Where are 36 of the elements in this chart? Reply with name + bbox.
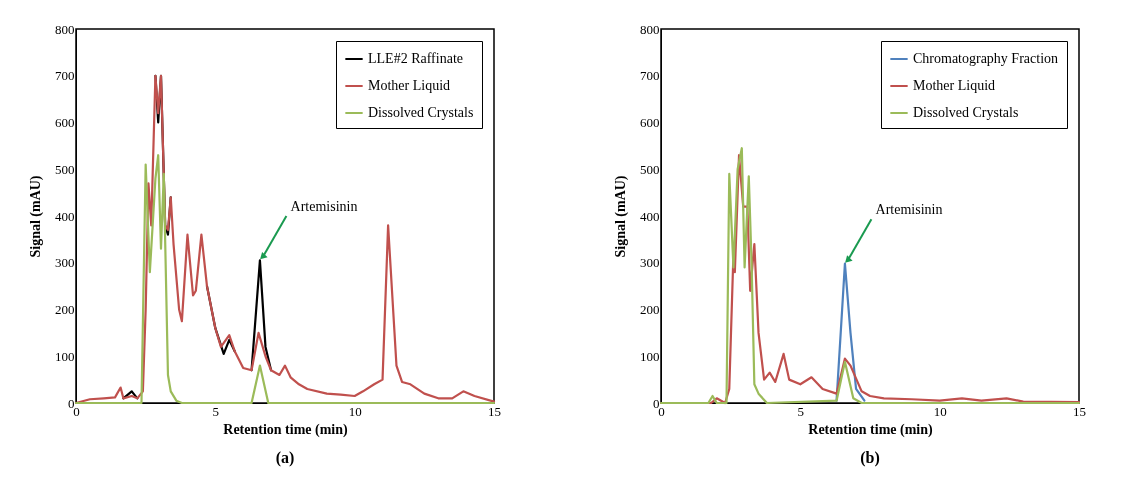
y-tick-label: 700 bbox=[55, 68, 75, 84]
y-tick-label: 400 bbox=[640, 208, 660, 224]
y-tick-label: 700 bbox=[640, 68, 660, 84]
y-tick-label: 200 bbox=[640, 302, 660, 317]
x-tick-label: 15 bbox=[488, 403, 501, 419]
x-tick-label: 15 bbox=[1073, 403, 1086, 419]
y-axis-title: Signal (mAU) bbox=[613, 175, 629, 258]
legend-label: Chromatography Fraction bbox=[913, 51, 1059, 66]
y-tick-label: 800 bbox=[640, 21, 660, 37]
y-tick-label: 100 bbox=[55, 348, 75, 364]
y-tick-label: 200 bbox=[55, 302, 75, 317]
annotation: Artemisinin bbox=[875, 201, 943, 217]
y-tick-label: 500 bbox=[640, 161, 660, 177]
legend-label: LLE#2 Raffinate bbox=[368, 51, 463, 66]
x-tick-label: 10 bbox=[348, 403, 362, 419]
y-tick-label: 300 bbox=[640, 255, 660, 271]
y-tick-label: 300 bbox=[55, 255, 75, 271]
x-tick-label: 5 bbox=[212, 403, 220, 419]
x-axis-title: Retention time (min) bbox=[808, 421, 934, 438]
text: (a) bbox=[275, 449, 295, 467]
legend-label: Dissolved Crystals bbox=[913, 105, 1019, 120]
y-tick-label: 600 bbox=[55, 115, 75, 130]
y-axis-title: Signal (mAU) bbox=[28, 175, 44, 258]
text: (b) bbox=[860, 449, 880, 467]
annotation: Artemisinin bbox=[290, 198, 358, 214]
y-tick-label: 800 bbox=[55, 21, 75, 37]
y-tick-label: 100 bbox=[640, 348, 660, 364]
x-tick-label: 5 bbox=[797, 403, 805, 419]
x-tick-label: 10 bbox=[933, 403, 947, 419]
legend-label: Dissolved Crystals bbox=[368, 105, 474, 120]
legend-label: Mother Liquid bbox=[368, 78, 451, 93]
y-tick-label: 400 bbox=[55, 208, 75, 224]
x-axis-title: Retention time (min) bbox=[223, 421, 349, 438]
legend-label: Mother Liquid bbox=[913, 78, 996, 93]
y-tick-label: 500 bbox=[55, 161, 75, 177]
y-tick-label: 600 bbox=[640, 115, 660, 130]
